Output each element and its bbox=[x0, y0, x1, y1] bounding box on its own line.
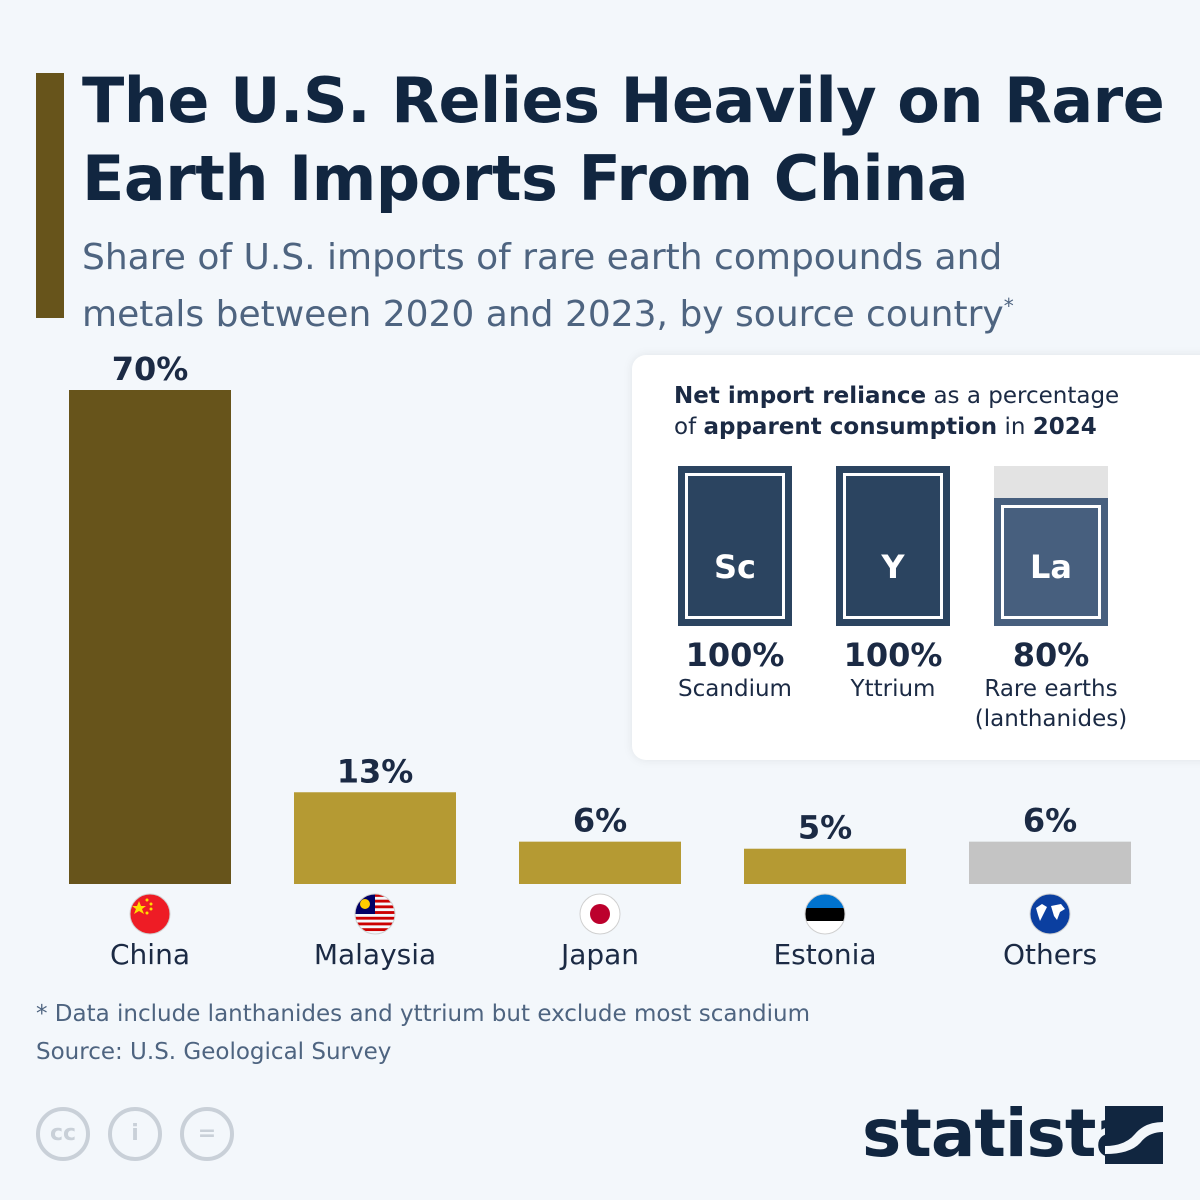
data-label: 13% bbox=[337, 752, 414, 790]
source: Source: U.S. Geological Survey bbox=[36, 1039, 392, 1065]
statista-logo-icon bbox=[1105, 1106, 1163, 1164]
element-name: Yttrium bbox=[850, 676, 936, 702]
bar-japan bbox=[519, 841, 681, 884]
no-derivatives-icon[interactable]: = bbox=[180, 1107, 234, 1161]
element-name: Scandium bbox=[678, 676, 792, 702]
flag-border bbox=[1029, 893, 1071, 935]
tile-fill bbox=[836, 466, 950, 626]
category-label: Japan bbox=[559, 938, 639, 971]
globe-icon bbox=[1030, 894, 1070, 934]
element-symbol: Sc bbox=[713, 548, 756, 586]
element-tile-scandium: Sc 100% Scandium bbox=[678, 466, 792, 702]
estonia-flag-icon bbox=[805, 894, 845, 934]
data-label: 6% bbox=[1023, 802, 1077, 840]
flag-border bbox=[579, 893, 621, 935]
flag-border bbox=[354, 893, 396, 935]
bar-malaysia bbox=[294, 792, 456, 884]
category-label: Others bbox=[1003, 938, 1097, 971]
flag-border bbox=[129, 893, 171, 935]
china-flag-icon bbox=[130, 894, 170, 934]
bar-others bbox=[969, 841, 1131, 884]
flag-border bbox=[804, 893, 846, 935]
element-symbol: Y bbox=[881, 548, 905, 586]
element-tile-yttrium: Y 100% Yttrium bbox=[836, 466, 950, 702]
category-label: Malaysia bbox=[314, 938, 436, 971]
inset-title-bold-2: apparent consumption bbox=[703, 414, 998, 440]
element-percent: 80% bbox=[1012, 636, 1090, 674]
tile-frame bbox=[685, 473, 785, 619]
inset-title-text-2: in bbox=[997, 414, 1033, 440]
element-tile-rare: La 80% Rare earths (lanthanides) bbox=[975, 466, 1127, 732]
japan-flag-icon bbox=[580, 894, 620, 934]
inset-title-text-1: as a percentage of bbox=[674, 383, 1120, 440]
tile-frame bbox=[1001, 505, 1101, 619]
subtitle: Share of U.S. imports of rare earth comp… bbox=[82, 234, 1082, 339]
category-label: Estonia bbox=[773, 938, 876, 971]
tile-frame bbox=[843, 473, 943, 619]
page-title: The U.S. Relies Heavily on Rare Earth Im… bbox=[82, 64, 1165, 215]
data-label: 6% bbox=[573, 802, 627, 840]
inset-title-year: 2024 bbox=[1032, 414, 1097, 440]
data-label: 5% bbox=[798, 809, 852, 847]
data-label: 70% bbox=[112, 350, 189, 388]
element-percent: 100% bbox=[685, 636, 785, 674]
inset-title: Net import reliance as a percentage of a… bbox=[674, 381, 1124, 443]
subtitle-text: Share of U.S. imports of rare earth comp… bbox=[82, 237, 1004, 335]
cc-icon[interactable]: cc bbox=[36, 1107, 90, 1161]
statista-logo[interactable]: statista bbox=[862, 1095, 1140, 1172]
footnote: * Data include lanthanides and yttrium b… bbox=[36, 1001, 811, 1027]
attribution-icon[interactable]: i bbox=[108, 1107, 162, 1161]
category-label: China bbox=[110, 938, 190, 971]
accent-bar bbox=[36, 73, 64, 318]
element-name: Rare earths (lanthanides) bbox=[974, 676, 1128, 732]
subtitle-mark: * bbox=[1003, 294, 1014, 318]
element-symbol: La bbox=[1030, 548, 1072, 586]
bar-china bbox=[69, 390, 231, 884]
inset-title-bold-1: Net import reliance bbox=[674, 383, 927, 409]
inset-panel: Net import reliance as a percentage of a… bbox=[632, 355, 1200, 760]
bar-estonia bbox=[744, 848, 906, 884]
bar-chart: 70% China 13% Malaysia 6% Japan 5% Estonia 6% Oth… bbox=[69, 350, 1131, 971]
element-percent: 100% bbox=[843, 636, 943, 674]
tile-fill bbox=[994, 498, 1108, 626]
tile-fill bbox=[678, 466, 792, 626]
